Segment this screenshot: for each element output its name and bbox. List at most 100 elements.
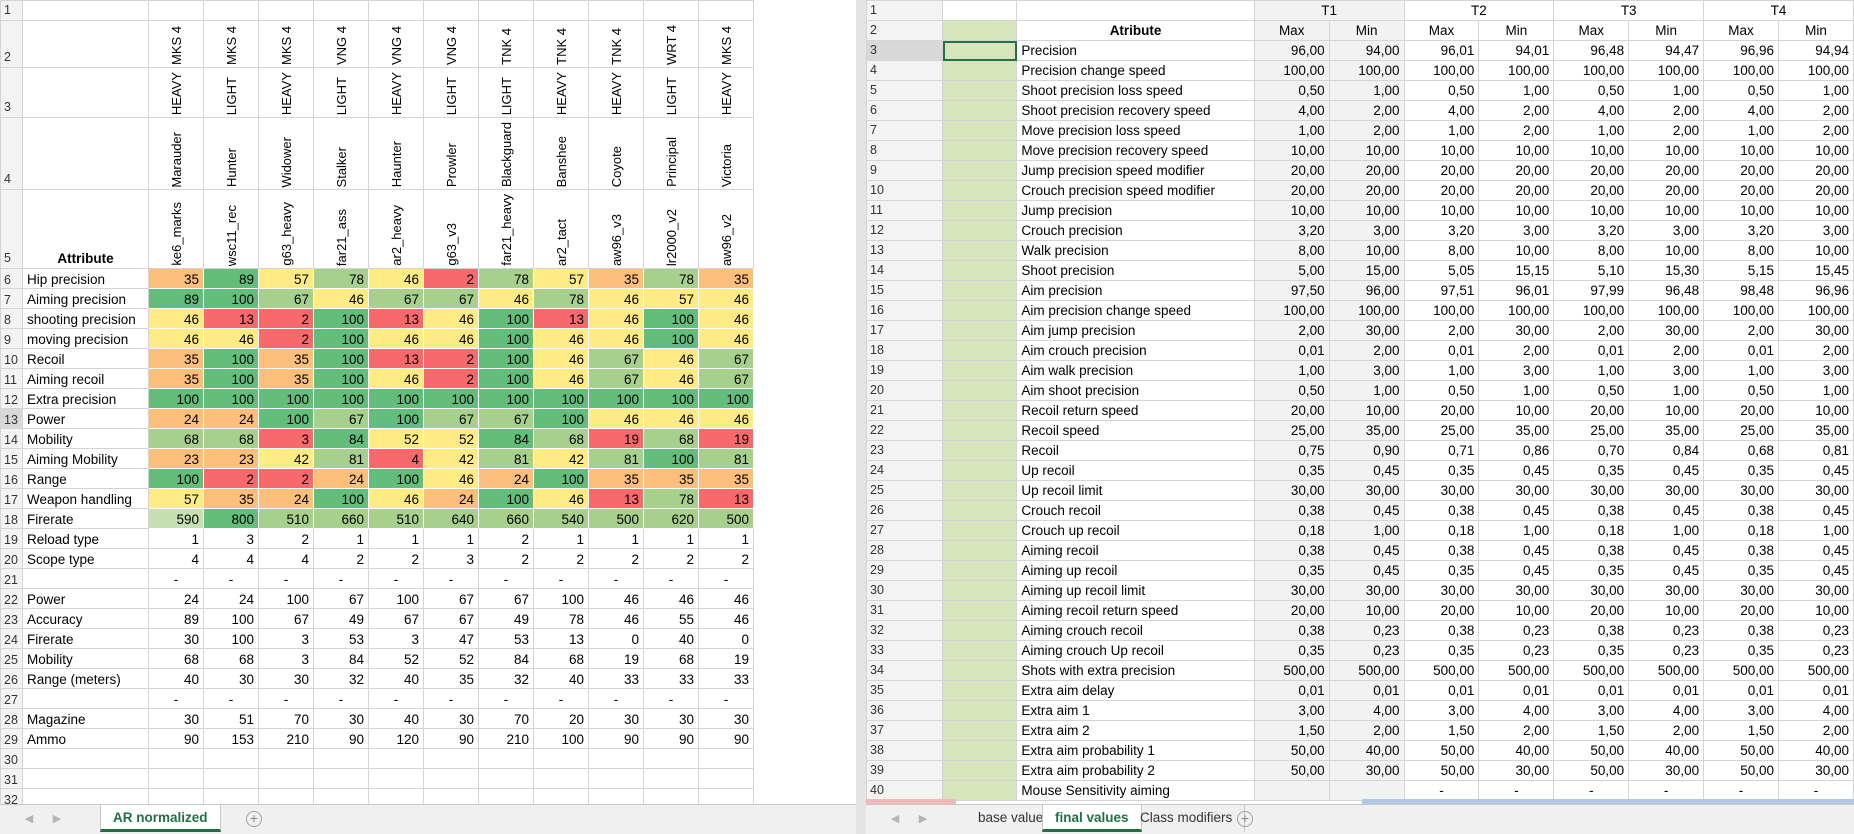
value-cell[interactable]: 35 [258, 347, 314, 369]
attribute-label[interactable]: Crouch precision [1016, 220, 1255, 241]
value-cell[interactable]: 4 [148, 547, 204, 569]
scroll-last-sheet-icon[interactable]: ▶ [918, 813, 928, 825]
value-cell[interactable]: 100 [258, 407, 314, 429]
row-header[interactable]: 21 [0, 567, 23, 589]
row-header[interactable]: 31 [866, 600, 944, 621]
value-cell[interactable]: 67 [698, 347, 754, 369]
attribute-label[interactable]: Up recoil [1016, 460, 1255, 481]
value-cell[interactable]: 0,38 [1703, 540, 1779, 561]
value-cell[interactable]: 1,00 [1628, 380, 1705, 401]
attribute-label[interactable]: Crouch precision speed modifier [1016, 180, 1255, 201]
value-cell[interactable]: 3,00 [1478, 360, 1555, 381]
tier-header[interactable]: T4 [1703, 0, 1854, 21]
value-cell[interactable]: 90 [588, 727, 644, 749]
value-cell[interactable]: 67 [588, 367, 644, 389]
value-cell[interactable]: 0,45 [1777, 500, 1854, 521]
value-cell[interactable]: 30,00 [1777, 580, 1854, 601]
value-cell[interactable]: 100,00 [1253, 60, 1330, 81]
value-cell[interactable]: 52 [368, 647, 424, 669]
value-cell[interactable]: 100 [258, 587, 314, 609]
value-cell[interactable]: 35,00 [1628, 420, 1705, 441]
header-cell[interactable] [148, 0, 204, 21]
value-cell[interactable]: 30,00 [1478, 480, 1555, 501]
value-cell[interactable]: 13 [203, 307, 259, 329]
value-cell[interactable]: - [423, 567, 479, 589]
value-cell[interactable]: 3,00 [1328, 220, 1405, 241]
value-cell[interactable]: 46 [423, 307, 479, 329]
value-cell[interactable]: 100 [533, 727, 589, 749]
sidebar-cell[interactable] [942, 740, 1018, 761]
sidebar-cell[interactable] [942, 780, 1018, 801]
value-cell[interactable]: 0,23 [1478, 620, 1555, 641]
value-cell[interactable]: 78 [533, 607, 589, 629]
value-cell[interactable]: 4 [203, 547, 259, 569]
value-cell[interactable]: - [368, 567, 424, 589]
value-cell[interactable]: 30,00 [1553, 480, 1630, 501]
value-cell[interactable]: 33 [643, 667, 699, 689]
value-cell[interactable]: 0,01 [1703, 680, 1779, 701]
value-cell[interactable]: 0,23 [1628, 620, 1705, 641]
value-cell[interactable]: 67 [313, 587, 369, 609]
row-header[interactable]: 30 [866, 580, 944, 601]
row-header[interactable]: 9 [866, 160, 944, 181]
ar-normalized-grid[interactable]: 1 2 MKS 4 MKS 4 MKS 4 VNG 4 VNG 4 VNG 4 TNK 4 TNK… [0, 0, 754, 809]
value-cell[interactable]: 5,15 [1703, 260, 1779, 281]
header-cell[interactable]: aw96_v3 [588, 189, 644, 269]
value-cell[interactable] [368, 747, 424, 769]
value-cell[interactable]: 100,00 [1553, 60, 1630, 81]
row-header[interactable]: 3 [866, 40, 944, 61]
cell-A4[interactable] [22, 117, 149, 191]
value-cell[interactable]: 2,00 [1328, 100, 1405, 121]
row-header[interactable]: 7 [0, 287, 23, 309]
value-cell[interactable]: 100,00 [1703, 60, 1779, 81]
value-cell[interactable]: 19 [588, 427, 644, 449]
value-cell[interactable]: 94,00 [1328, 40, 1405, 61]
attribute-label[interactable]: Power [22, 407, 149, 429]
value-cell[interactable]: 20,00 [1628, 160, 1705, 181]
value-cell[interactable]: 30,00 [1628, 580, 1705, 601]
value-cell[interactable]: 2,00 [1328, 120, 1405, 141]
header-cell[interactable]: Banshee [533, 117, 589, 191]
value-cell[interactable]: 10,00 [1628, 200, 1705, 221]
value-cell[interactable]: 89 [148, 607, 204, 629]
value-cell[interactable]: 0 [698, 627, 754, 649]
value-cell[interactable]: 10,00 [1478, 240, 1555, 261]
value-cell[interactable]: 35,00 [1328, 420, 1405, 441]
header-cell[interactable]: far21_heavy [478, 189, 534, 269]
value-cell[interactable]: 1 [643, 527, 699, 549]
value-cell[interactable]: 2 [643, 547, 699, 569]
row-header[interactable]: 5 [0, 189, 23, 269]
row-header[interactable]: 6 [0, 267, 23, 289]
value-cell[interactable]: 2,00 [1628, 120, 1705, 141]
value-cell[interactable]: 46 [368, 487, 424, 509]
attribute-label[interactable]: Aiming recoil return speed [1016, 600, 1255, 621]
value-cell[interactable]: 46 [643, 347, 699, 369]
value-cell[interactable]: 10,00 [1777, 400, 1854, 421]
value-cell[interactable]: 81 [698, 447, 754, 469]
value-cell[interactable]: 2,00 [1478, 720, 1555, 741]
new-sheet-icon[interactable]: + [1237, 811, 1253, 827]
value-cell[interactable]: 2 [423, 347, 479, 369]
value-cell[interactable]: 33 [588, 667, 644, 689]
value-cell[interactable]: 100 [313, 367, 369, 389]
sidebar-cell[interactable] [942, 80, 1018, 101]
value-cell[interactable]: 0,38 [1403, 620, 1480, 641]
value-cell[interactable]: 50,00 [1253, 740, 1330, 761]
value-cell[interactable]: 3,00 [1628, 360, 1705, 381]
sidebar-cell[interactable] [942, 600, 1018, 621]
attribute-label[interactable]: Magazine [22, 707, 149, 729]
value-cell[interactable]: 100 [478, 367, 534, 389]
value-cell[interactable]: 3 [203, 527, 259, 549]
value-cell[interactable]: 46 [698, 287, 754, 309]
value-cell[interactable]: 40 [368, 667, 424, 689]
value-cell[interactable]: 500,00 [1628, 660, 1705, 681]
value-cell[interactable]: 0,81 [1777, 440, 1854, 461]
value-cell[interactable]: 40 [368, 707, 424, 729]
max-header[interactable]: Max [1703, 20, 1779, 41]
value-cell[interactable]: 57 [258, 267, 314, 289]
value-cell[interactable]: 2,00 [1628, 720, 1705, 741]
value-cell[interactable]: 46 [203, 327, 259, 349]
row-header[interactable]: 23 [0, 607, 23, 629]
value-cell[interactable] [313, 747, 369, 769]
sidebar-cell[interactable] [942, 60, 1018, 81]
